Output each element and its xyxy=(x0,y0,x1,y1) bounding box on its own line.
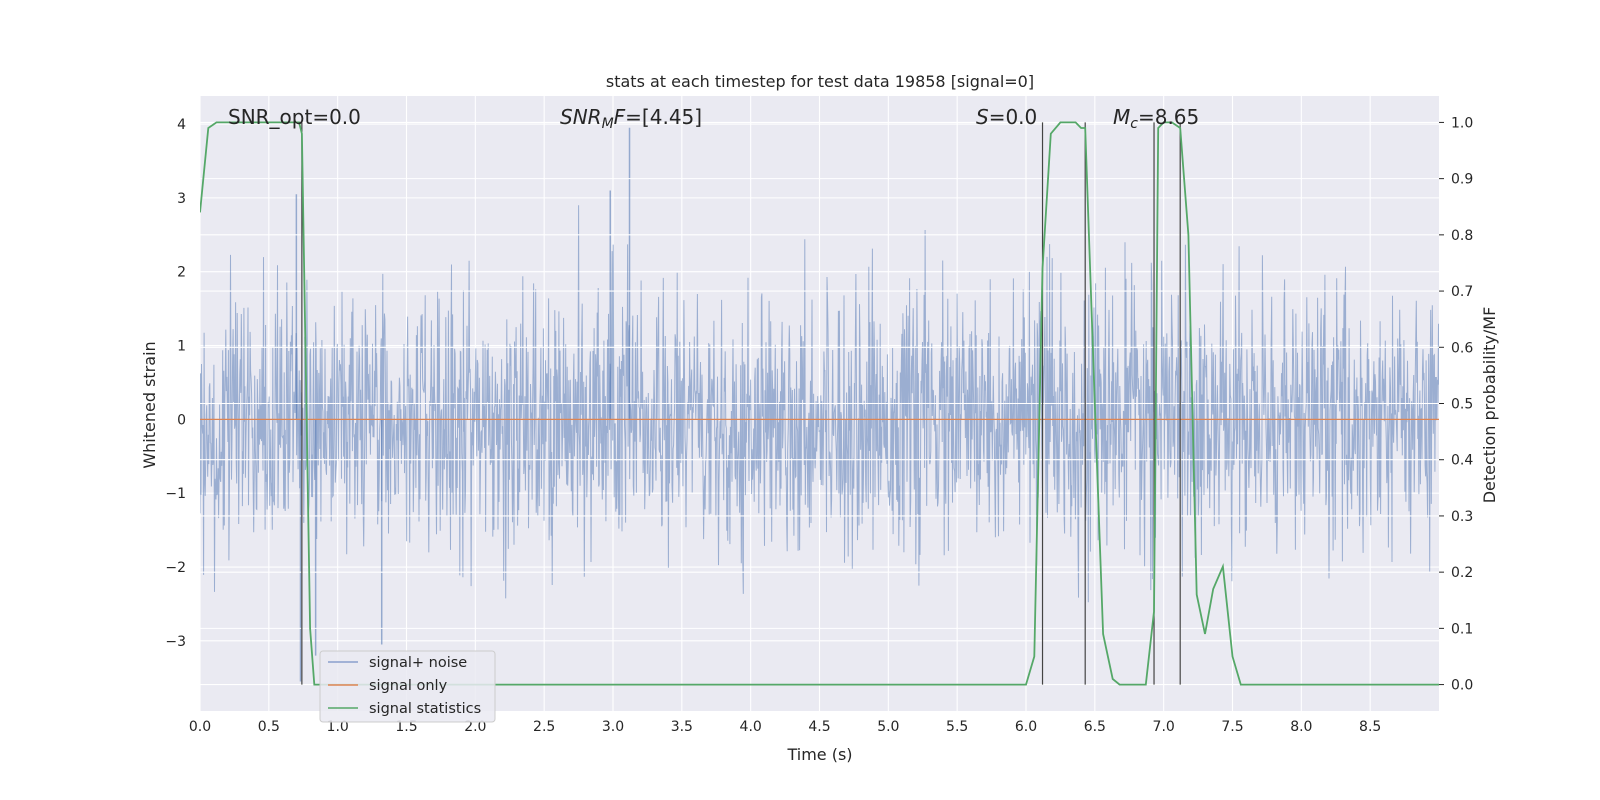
y2-tick-label: 0.9 xyxy=(1451,172,1473,188)
y2-tick-label: 0.0 xyxy=(1451,678,1473,694)
chart-title: stats at each timestep for test data 198… xyxy=(606,72,1034,91)
legend-box xyxy=(319,650,496,723)
legend-label-noise: signal+ noise xyxy=(369,655,467,671)
y2-tick-label: 0.6 xyxy=(1451,340,1473,356)
x-axis-label: Time (s) xyxy=(786,745,852,764)
x-tick-label: 4.5 xyxy=(808,719,830,735)
x-tick-label: 5.0 xyxy=(877,719,899,735)
y-axis-label: Whitened strain xyxy=(140,341,159,468)
x-tick-label: 4.0 xyxy=(740,719,762,735)
y-tick-label: 3 xyxy=(177,191,186,207)
y2-tick-label: 0.4 xyxy=(1451,453,1473,469)
right-axis-grid-lines xyxy=(200,121,1439,686)
y2-tick-label: 0.7 xyxy=(1451,284,1473,300)
annotation-s: S=0.0 xyxy=(976,105,1037,129)
y-tick-label: 0 xyxy=(177,412,186,428)
x-tick-label: 0.5 xyxy=(258,719,280,735)
y-tick-label: −2 xyxy=(165,560,186,576)
legend-label-signal: signal only xyxy=(369,678,448,694)
x-tick-label: 3.0 xyxy=(602,719,624,735)
annotation-mc: Mc=8.65 xyxy=(1113,105,1199,132)
x-tick-label: 5.5 xyxy=(946,719,968,735)
y2-tick-label: 0.5 xyxy=(1451,397,1473,413)
x-tick-label: 1.5 xyxy=(395,719,417,735)
x-tick-label: 3.5 xyxy=(671,719,693,735)
x-tick-labels: 0.0 0.5 1.0 1.5 2.0 2.5 3.0 3.5 4.0 4.5 5.0 5.5 6.0 6… xyxy=(189,719,1381,735)
y-tick-label: −1 xyxy=(165,486,186,502)
y2-axis-label: Detection probability/MF xyxy=(1480,307,1499,504)
x-tick-label: 6.5 xyxy=(1084,719,1106,735)
annotation-snr-mf: SNRMF=[4.45] xyxy=(560,105,702,132)
noise-line xyxy=(200,205,1439,603)
x-tick-label: 1.0 xyxy=(327,719,349,735)
legend-label-stats: signal statistics xyxy=(369,701,481,717)
y2-tick-label: 1.0 xyxy=(1451,115,1473,131)
y-tick-label: 1 xyxy=(177,339,186,355)
y-tick-labels: 4 3 2 1 0 −1 −2 −3 xyxy=(165,117,186,650)
x-tick-label: 2.5 xyxy=(533,719,555,735)
y-tick-label: −3 xyxy=(165,634,186,650)
y2-tick-label: 0.2 xyxy=(1451,565,1473,581)
y2-tick-label: 0.3 xyxy=(1451,509,1473,525)
signal-noise-series xyxy=(200,127,1439,682)
annotation-snr-opt: SNR_opt=0.0 xyxy=(228,105,361,129)
y2-tick-label: 0.1 xyxy=(1451,621,1473,637)
x-tick-label: 0.0 xyxy=(189,719,211,735)
x-tick-label: 7.5 xyxy=(1221,719,1243,735)
statistics-line xyxy=(200,121,1439,686)
x-tick-label: 6.0 xyxy=(1015,719,1037,735)
x-tick-label: 8.5 xyxy=(1359,719,1381,735)
legend: signal+ noise signal only signal statist… xyxy=(319,650,496,723)
y-tick-label: 4 xyxy=(177,117,186,133)
y2-tick-labels: 1.0 0.9 0.8 0.7 0.6 0.5 0.4 0.3 0.2 0.1 0.0 xyxy=(1439,115,1473,694)
signal-statistics-series xyxy=(200,121,1439,686)
x-tick-label: 8.0 xyxy=(1290,719,1312,735)
y2-tick-label: 0.8 xyxy=(1451,228,1473,244)
x-tick-label: 2.0 xyxy=(464,719,486,735)
y-tick-label: 2 xyxy=(177,265,186,281)
x-tick-label: 7.0 xyxy=(1153,719,1175,735)
